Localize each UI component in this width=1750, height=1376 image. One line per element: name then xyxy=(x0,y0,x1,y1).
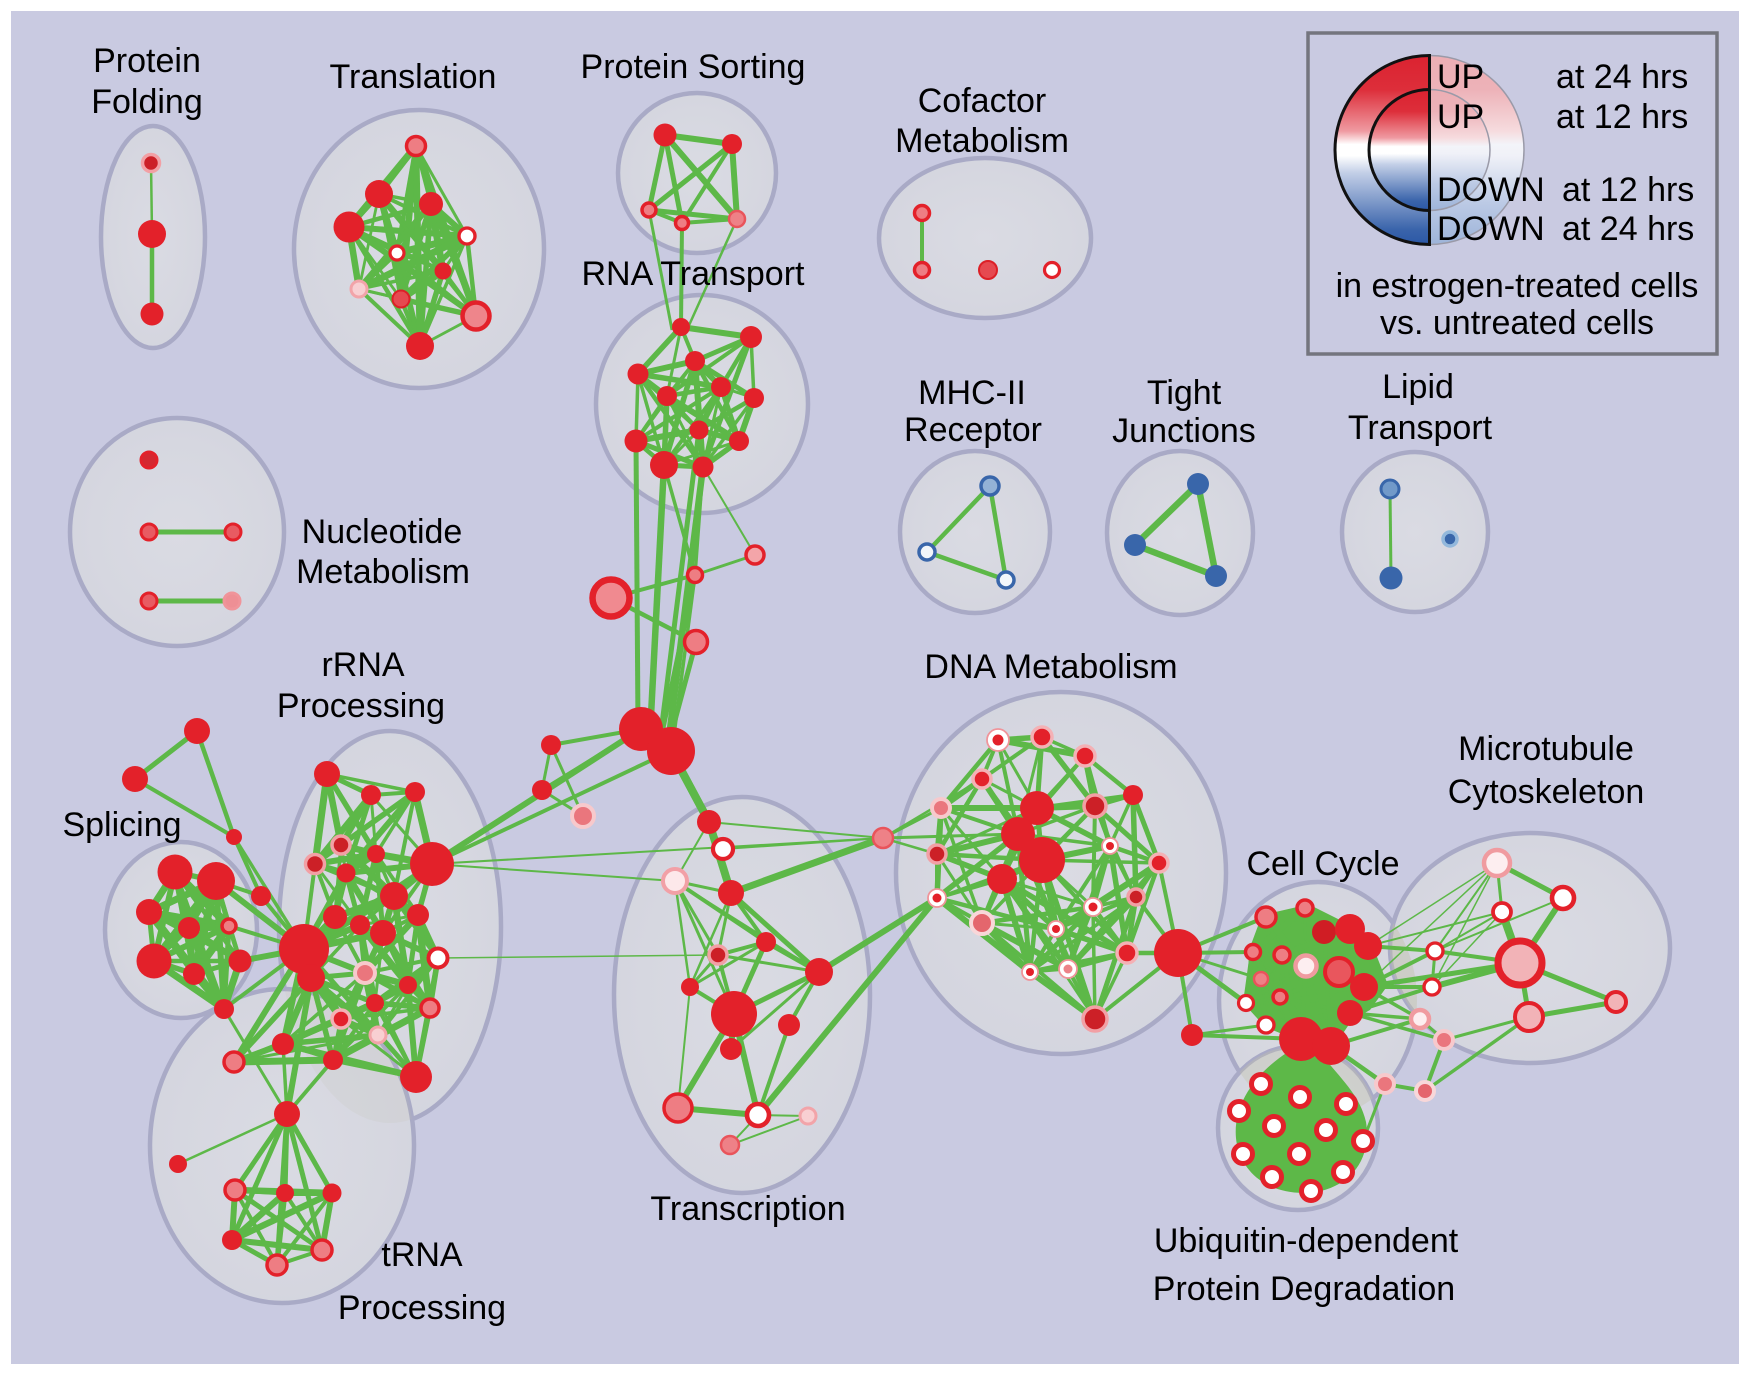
svg-text:Protein Degradation: Protein Degradation xyxy=(1153,1270,1455,1308)
svg-text:Cytoskeleton: Cytoskeleton xyxy=(1448,773,1645,811)
svg-text:Cell Cycle: Cell Cycle xyxy=(1246,845,1399,883)
svg-text:at 24 hrs: at 24 hrs xyxy=(1556,58,1688,96)
svg-text:Ubiquitin-dependent: Ubiquitin-dependent xyxy=(1154,1222,1459,1260)
svg-text:Microtubule: Microtubule xyxy=(1458,730,1634,768)
svg-text:tRNA: tRNA xyxy=(381,1236,463,1274)
svg-text:Processing: Processing xyxy=(277,687,445,725)
svg-text:Protein: Protein xyxy=(93,42,201,80)
svg-text:in estrogen-treated cells: in estrogen-treated cells xyxy=(1336,267,1699,305)
svg-text:at 12 hrs: at 12 hrs xyxy=(1562,171,1694,209)
svg-text:Transcription: Transcription xyxy=(650,1190,845,1228)
svg-text:Cofactor: Cofactor xyxy=(918,82,1047,120)
svg-text:at 12 hrs: at 12 hrs xyxy=(1556,98,1688,136)
svg-text:Lipid: Lipid xyxy=(1382,368,1454,406)
svg-text:Splicing: Splicing xyxy=(62,806,181,844)
svg-text:Folding: Folding xyxy=(91,83,203,121)
svg-text:vs. untreated cells: vs. untreated cells xyxy=(1380,304,1654,342)
svg-text:UP: UP xyxy=(1437,58,1484,96)
svg-text:at 24 hrs: at 24 hrs xyxy=(1562,210,1694,248)
svg-text:Tight: Tight xyxy=(1147,374,1222,412)
svg-text:DOWN: DOWN xyxy=(1437,171,1545,209)
svg-text:DNA Metabolism: DNA Metabolism xyxy=(924,648,1177,686)
svg-text:RNA Transport: RNA Transport xyxy=(582,255,806,293)
svg-text:UP: UP xyxy=(1437,98,1484,136)
svg-text:Translation: Translation xyxy=(330,58,497,96)
svg-text:rRNA: rRNA xyxy=(321,646,404,684)
svg-text:Junctions: Junctions xyxy=(1112,412,1256,450)
svg-text:Transport: Transport xyxy=(1348,409,1493,447)
svg-text:MHC-II: MHC-II xyxy=(918,374,1026,412)
svg-text:Metabolism: Metabolism xyxy=(895,122,1069,160)
svg-text:Metabolism: Metabolism xyxy=(296,553,470,591)
svg-text:Protein Sorting: Protein Sorting xyxy=(581,48,806,86)
svg-text:Processing: Processing xyxy=(338,1289,506,1327)
svg-text:Receptor: Receptor xyxy=(904,411,1042,449)
svg-text:Nucleotide: Nucleotide xyxy=(302,513,463,551)
svg-text:DOWN: DOWN xyxy=(1437,210,1545,248)
